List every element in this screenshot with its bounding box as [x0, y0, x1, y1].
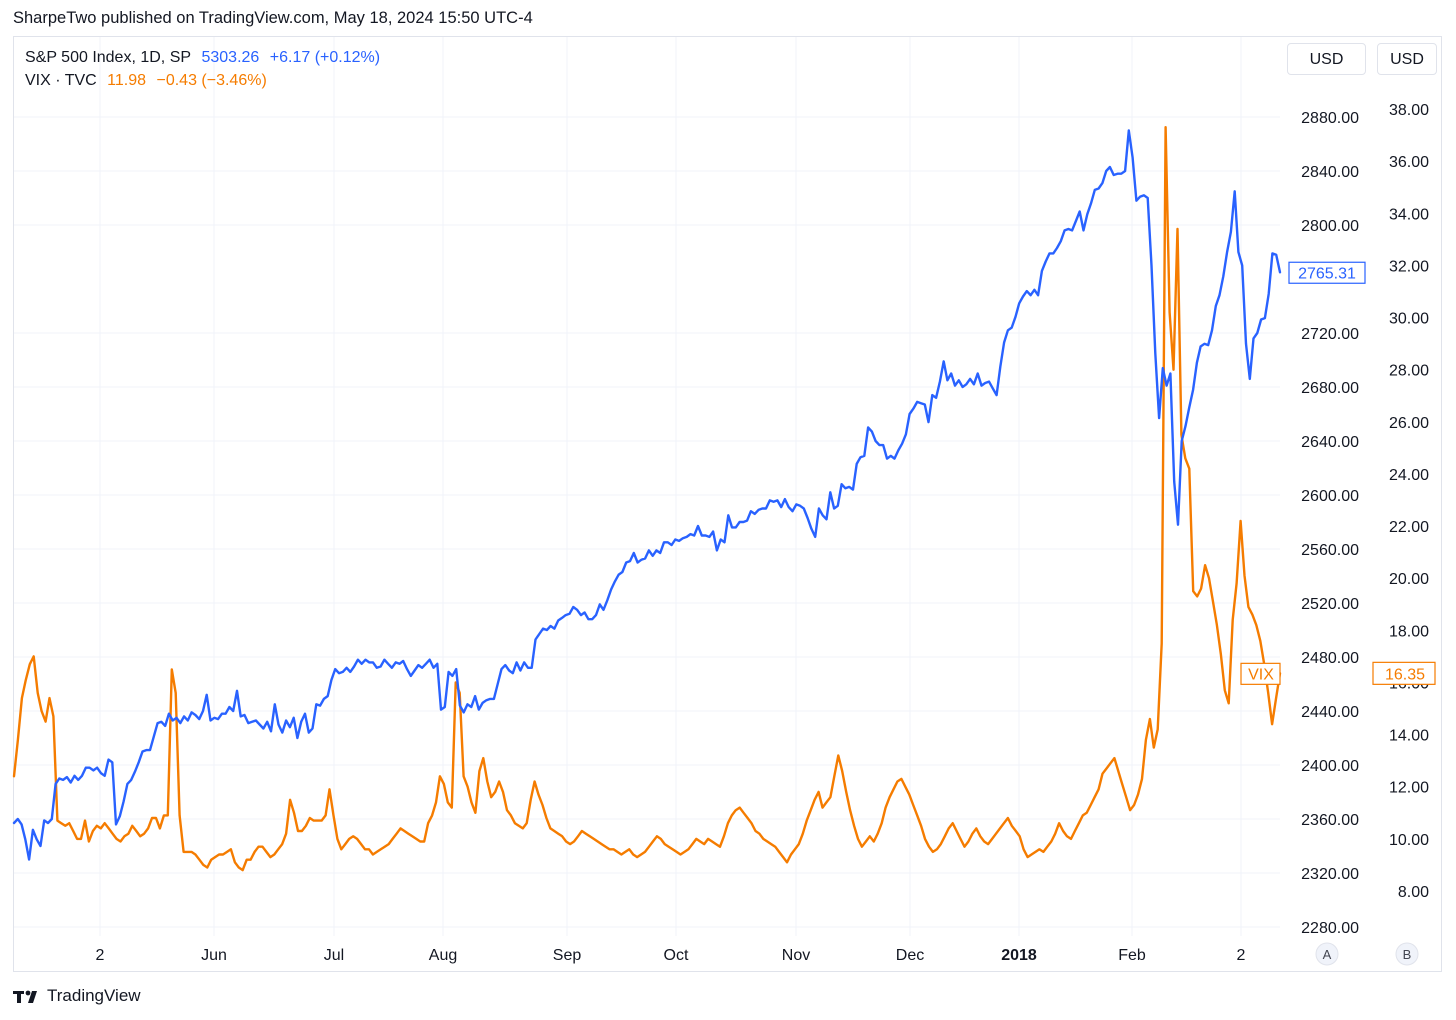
right-axis-tick-label: 36.00 [1389, 154, 1429, 171]
series-line-spx[interactable] [12, 129, 1282, 861]
right-axis-tick-label: 22.00 [1389, 519, 1429, 536]
x-tick-label: Feb [1118, 947, 1146, 964]
currency-button-right-scale[interactable]: USD [1377, 43, 1437, 75]
left-axis-tick-label: 2520.00 [1301, 596, 1359, 613]
tradingview-logo-icon [13, 990, 37, 1003]
left-axis-tick-label: 2320.00 [1301, 866, 1359, 883]
published-caption: SharpeTwo published on TradingView.com, … [13, 9, 533, 27]
left-axis-tick-label: 2880.00 [1301, 110, 1359, 127]
right-axis-tick-label: 20.00 [1389, 571, 1429, 588]
right-axis-tick-label: 24.00 [1389, 467, 1429, 484]
last-value-labels: 2765.31 16.35 VIX [1240, 261, 1436, 685]
right-axis-tick-label: 18.00 [1389, 623, 1429, 640]
right-axis-tick-label: 30.00 [1389, 311, 1429, 328]
vix-last-value-box [1372, 661, 1436, 685]
x-tick-label: Nov [782, 947, 810, 964]
scale-button-label: A [1323, 947, 1332, 962]
right-axis-tick-label: 10.00 [1389, 832, 1429, 849]
left-axis-tick-label: 2720.00 [1301, 326, 1359, 343]
right-axis-tick-label: 8.00 [1398, 884, 1429, 901]
left-axis-tick-label: 2840.00 [1301, 164, 1359, 181]
x-axis: 2 Jun Jul Aug Sep Oct Nov Dec 2018 Feb 2 [96, 947, 1246, 964]
x-tick-label: Oct [664, 947, 689, 964]
right-axis-tick-label: 14.00 [1389, 728, 1429, 745]
left-axis-tick-label: 2600.00 [1301, 488, 1359, 505]
chart-frame [13, 36, 1442, 972]
right-axis-tick-label: 32.00 [1389, 258, 1429, 275]
tradingview-logo[interactable]: TradingView [13, 986, 141, 1006]
left-axis-tick-label: 2480.00 [1301, 650, 1359, 667]
currency-button-left-scale[interactable]: USD [1287, 43, 1366, 75]
x-tick-label: Jun [201, 947, 227, 964]
x-tick-label: Jul [324, 947, 344, 964]
left-axis-tick-label: 2680.00 [1301, 380, 1359, 397]
right-axis-tick-label: 12.00 [1389, 780, 1429, 797]
vix-series-tag-box [1240, 662, 1281, 685]
scale-button-label: B [1403, 947, 1412, 962]
vix-series-tag: VIX [1248, 666, 1274, 683]
spx-last-value-label: 2765.31 [1298, 265, 1356, 282]
left-price-axis: 2880.00 2840.00 2800.00 2720.00 2680.00 2640.… [1301, 110, 1359, 937]
tradingview-brand: TradingView [47, 986, 141, 1005]
left-axis-tick-label: 2440.00 [1301, 704, 1359, 721]
x-tick-label: Dec [896, 947, 924, 964]
scale-button-a[interactable] [1315, 942, 1339, 966]
left-axis-tick-label: 2640.00 [1301, 434, 1359, 451]
grid [14, 37, 1280, 936]
series-layer [12, 125, 1282, 872]
vix-last-value-label: 16.35 [1385, 666, 1425, 683]
legend-spx-change: +6.17 (+0.12%) [269, 49, 381, 66]
legend-vix-change: −0.43 (−3.46%) [156, 72, 267, 89]
left-axis-tick-label: 2360.00 [1301, 812, 1359, 829]
left-axis-tick-label: 2800.00 [1301, 218, 1359, 235]
right-axis-tick-label: 26.00 [1389, 415, 1429, 432]
x-tick-label: Aug [429, 947, 457, 964]
series-line-vix[interactable] [12, 125, 1282, 872]
spx-last-value-box [1288, 261, 1366, 284]
legend-spx-value: 5303.26 [201, 49, 260, 66]
right-axis-tick-label: 38.00 [1389, 102, 1429, 119]
legend-vix[interactable]: VIX · TVC 11.98 −0.43 (−3.46%) [25, 72, 273, 90]
legend-spx-name: S&P 500 Index, 1D, SP [25, 49, 192, 66]
x-tick-label: 2 [1237, 947, 1246, 964]
scale-button-b[interactable] [1395, 942, 1419, 966]
left-axis-tick-label: 2400.00 [1301, 758, 1359, 775]
right-axis-tick-label: 34.00 [1389, 206, 1429, 223]
left-axis-tick-label: 2280.00 [1301, 920, 1359, 937]
legend-vix-name: VIX · TVC [25, 72, 97, 89]
right-axis-tick-label: 28.00 [1389, 363, 1429, 380]
legend-spx[interactable]: S&P 500 Index, 1D, SP 5303.26 +6.17 (+0.… [25, 49, 386, 67]
right-price-axis: 38.00 36.00 34.00 32.00 30.00 28.00 26.00 24.00… [1389, 102, 1429, 901]
legend-vix-value: 11.98 [107, 72, 147, 89]
x-tick-label: 2018 [1001, 947, 1037, 964]
left-axis-tick-label: 2560.00 [1301, 542, 1359, 559]
x-tick-label: Sep [553, 947, 582, 964]
x-tick-label: 2 [96, 947, 105, 964]
